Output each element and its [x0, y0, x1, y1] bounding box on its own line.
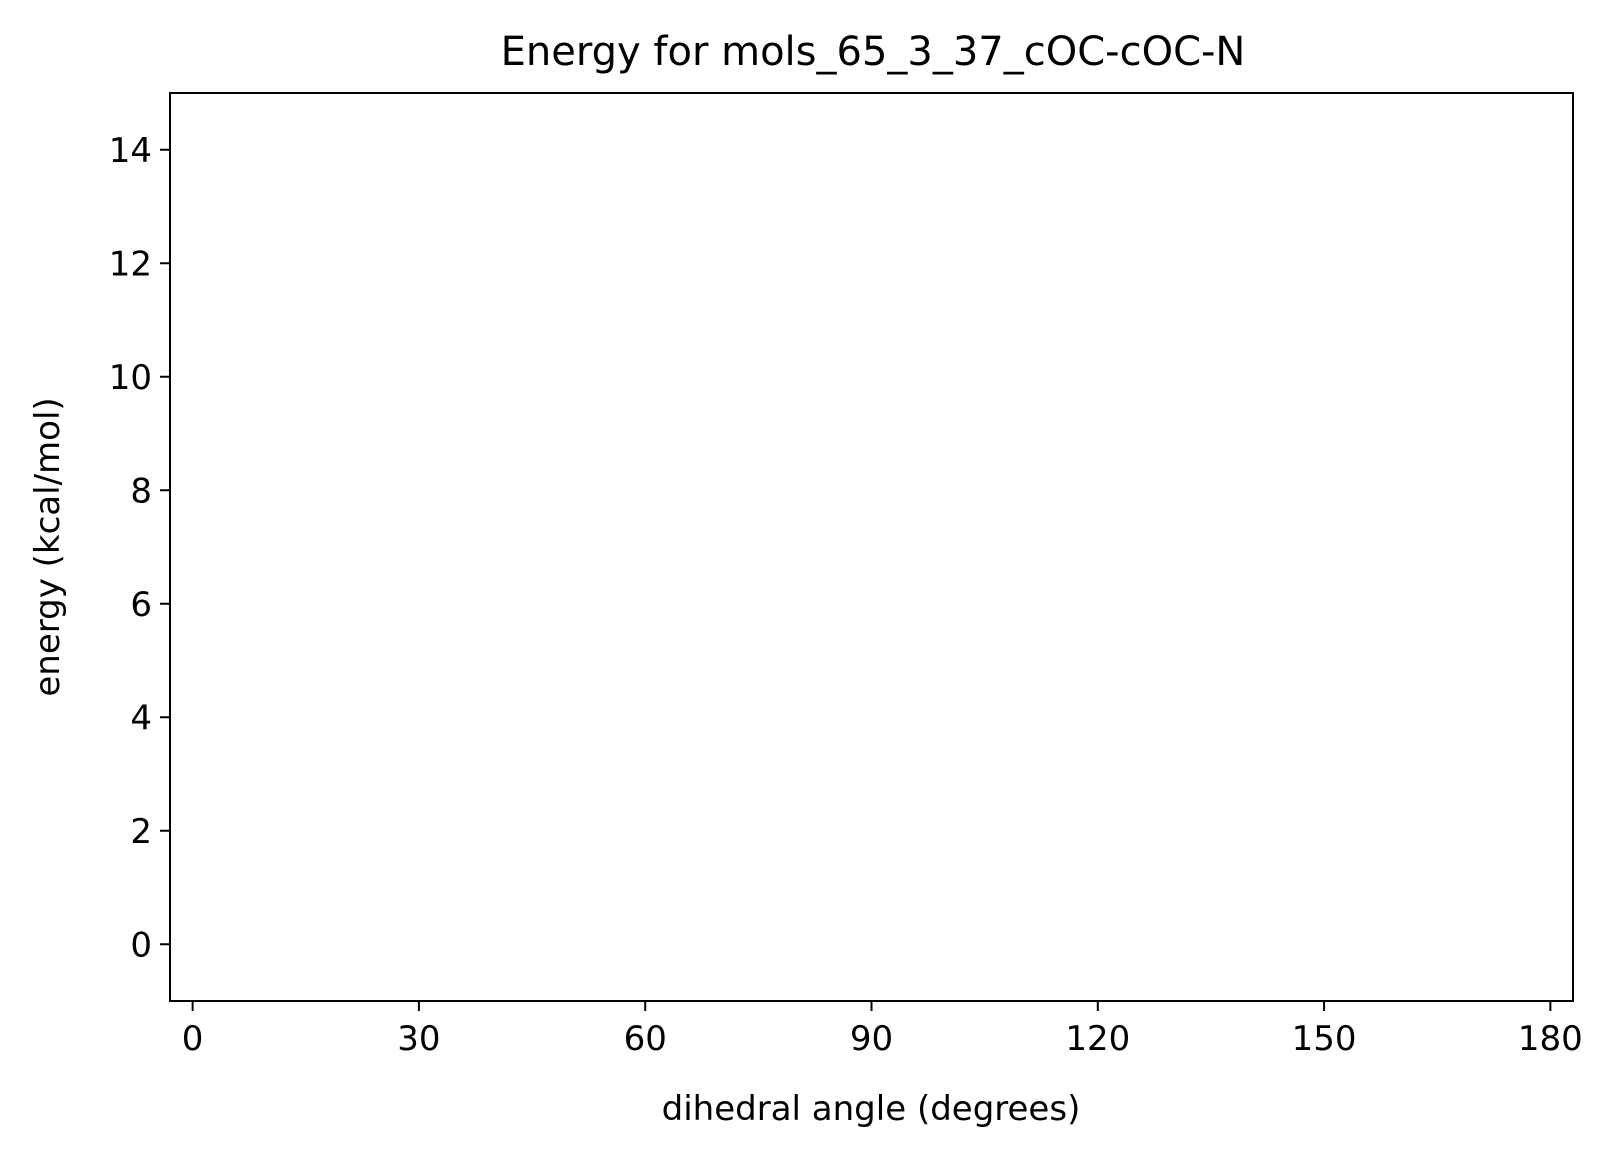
y-axis-label: energy (kcal/mol): [28, 397, 68, 696]
y-tick-label: 6: [130, 585, 152, 625]
x-axis: 0 30 60 90 120 150 180: [182, 1001, 1583, 1059]
y-tick-label: 0: [130, 925, 152, 965]
x-tick-label: 30: [397, 1019, 440, 1059]
x-tick-label: 120: [1065, 1019, 1130, 1059]
x-tick-label: 180: [1518, 1019, 1583, 1059]
y-tick-label: 12: [109, 244, 152, 284]
y-tick-label: 2: [130, 812, 152, 852]
y-tick-label: 8: [130, 471, 152, 511]
y-tick-label: 10: [109, 358, 152, 398]
x-tick-label: 150: [1292, 1019, 1357, 1059]
x-tick-label: 60: [624, 1019, 667, 1059]
y-tick-label: 14: [109, 131, 152, 171]
chart-title: Energy for mols_65_3_37_cOC-cOC-N: [501, 29, 1246, 75]
plot-area: [169, 92, 1574, 1002]
x-axis-label: dihedral angle (degrees): [662, 1089, 1081, 1129]
y-axis: 0 2 4 6 8 10 12 14: [109, 131, 170, 965]
x-tick-label: 90: [850, 1019, 893, 1059]
y-tick-label: 4: [130, 698, 152, 738]
x-tick-label: 0: [182, 1019, 204, 1059]
